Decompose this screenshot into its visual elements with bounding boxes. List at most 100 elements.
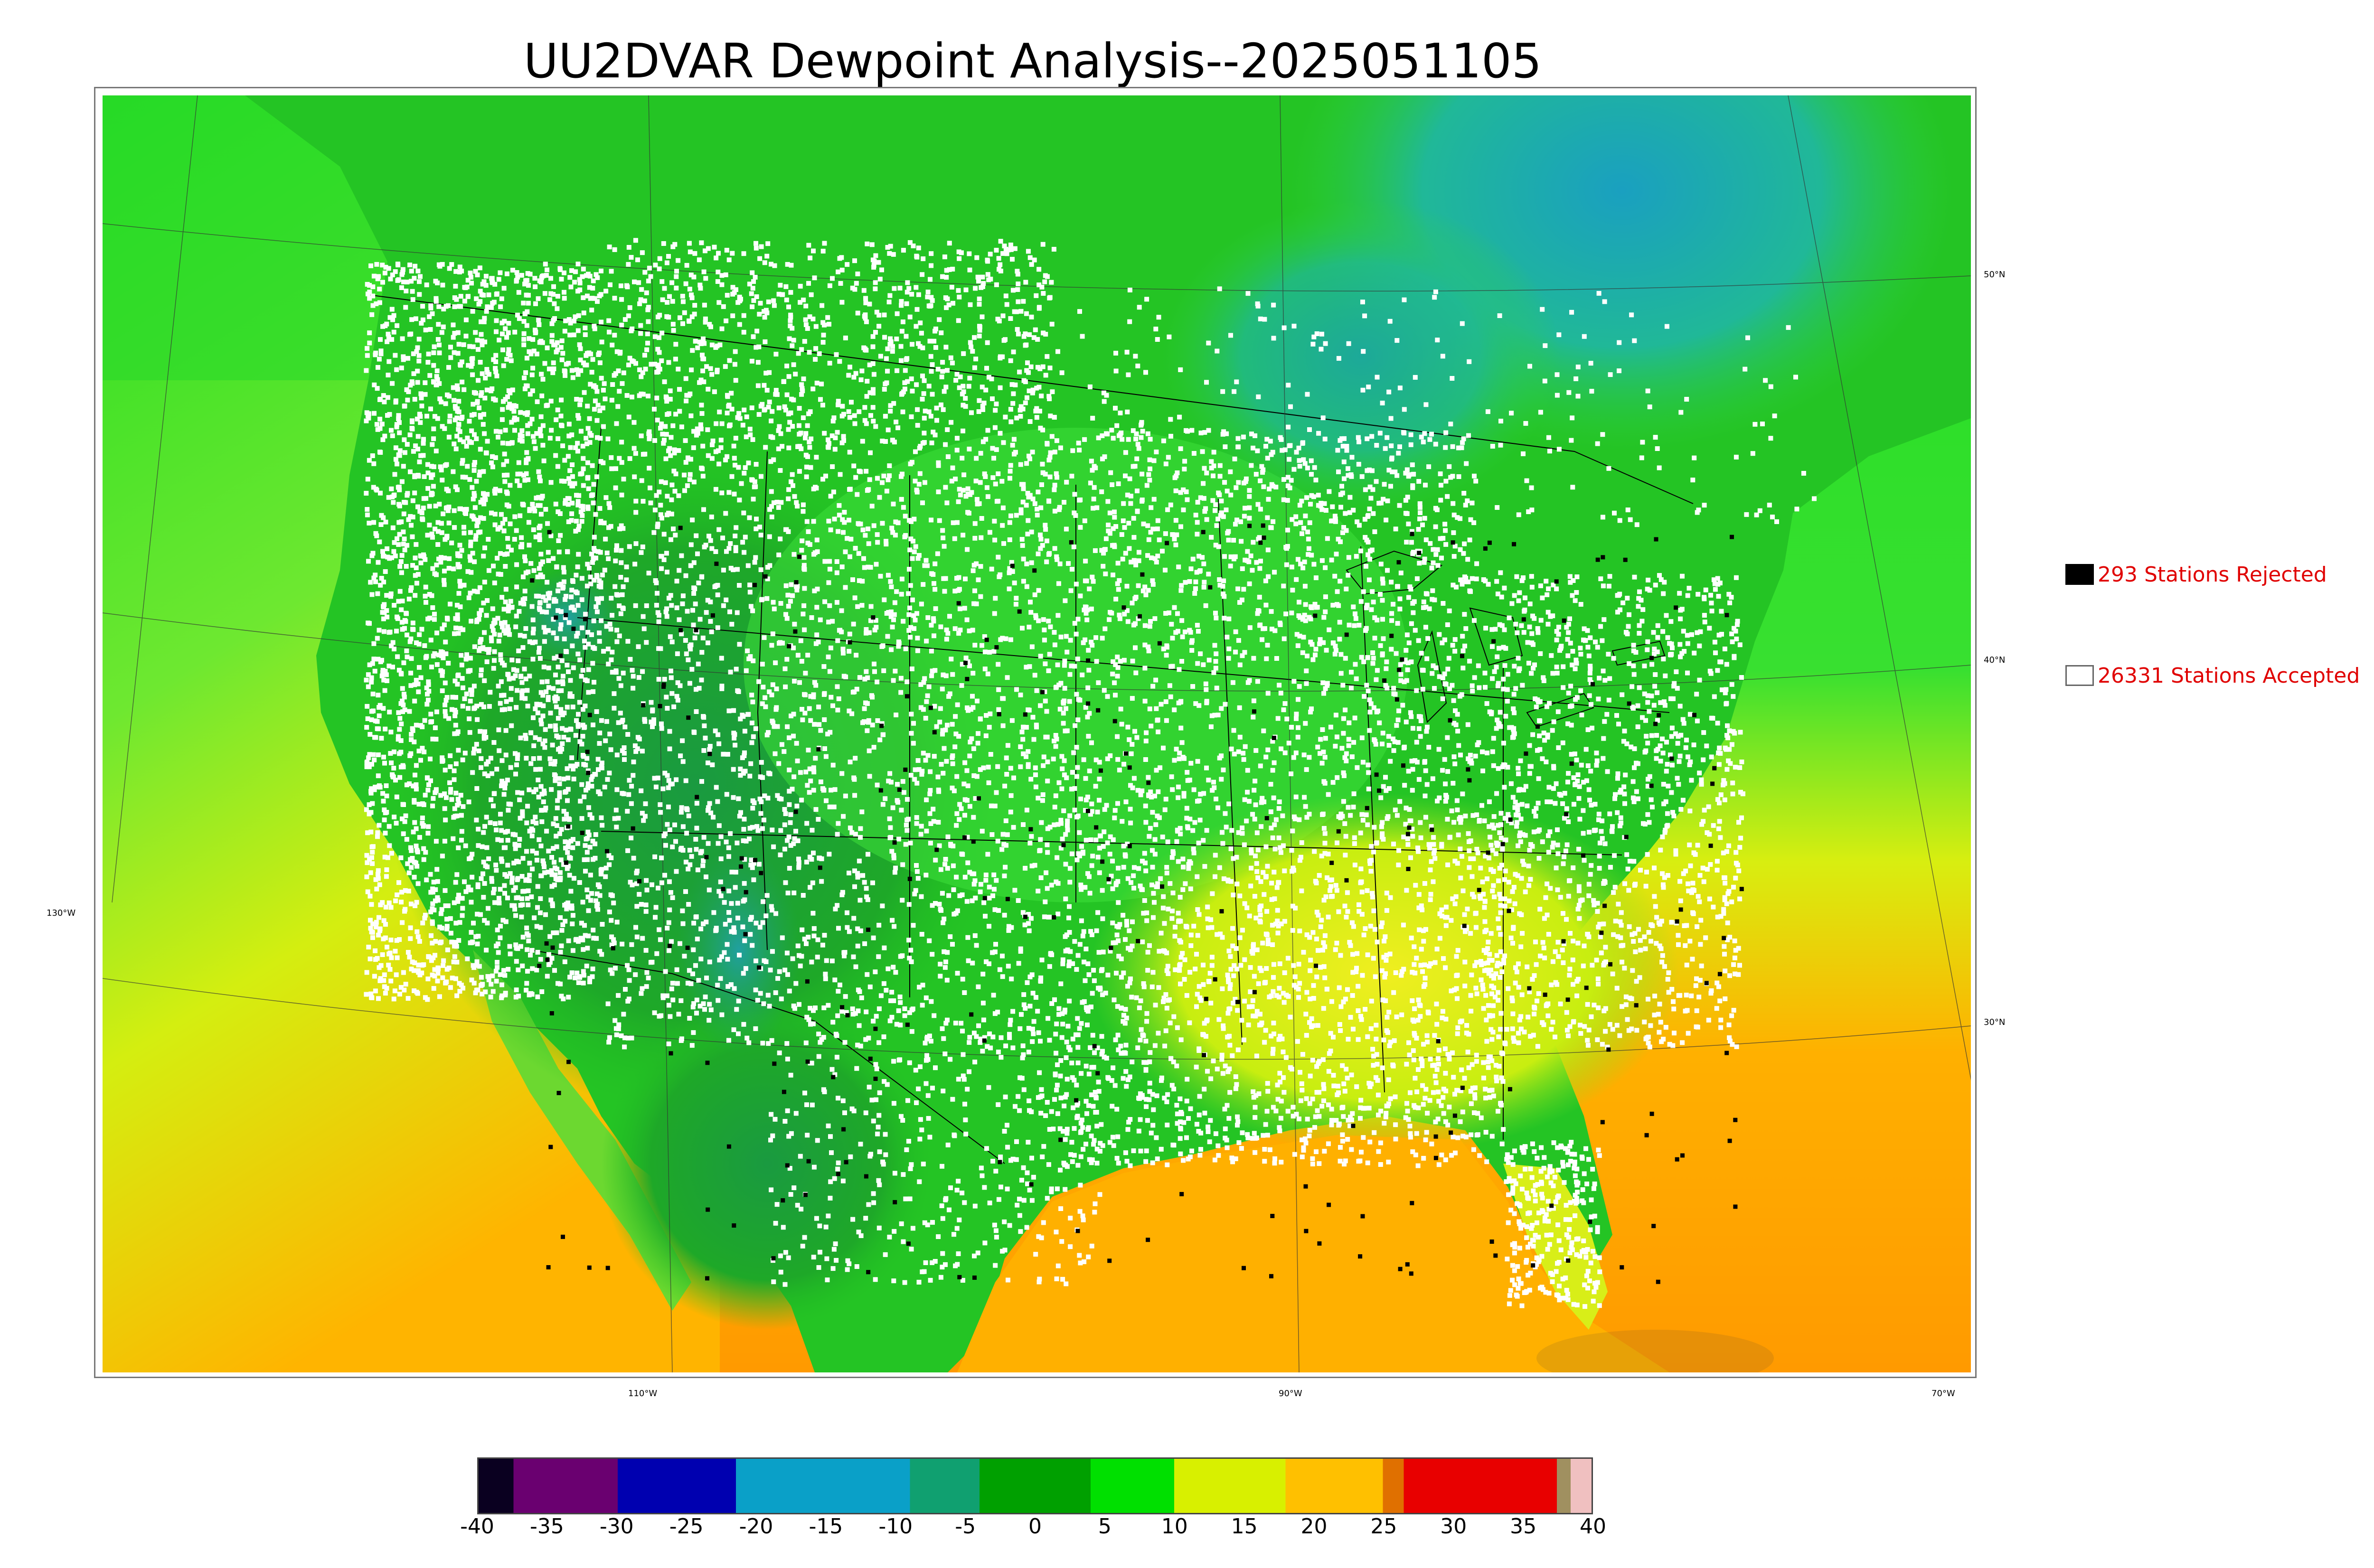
station-marker-accepted [376, 773, 381, 779]
station-marker-accepted [834, 559, 839, 564]
station-marker-accepted [956, 734, 961, 739]
station-marker-accepted [813, 346, 819, 351]
station-marker-accepted [622, 317, 628, 322]
station-marker-accepted [1033, 772, 1038, 778]
station-marker-accepted [606, 501, 612, 506]
station-marker-accepted [527, 873, 532, 878]
station-marker-accepted [540, 858, 546, 864]
station-marker-accepted [1024, 584, 1029, 589]
station-marker-accepted [459, 813, 464, 818]
station-marker-accepted [435, 377, 440, 382]
station-marker-accepted [396, 416, 401, 422]
station-marker-accepted [840, 650, 846, 656]
station-marker-accepted [857, 675, 862, 680]
station-marker-accepted [1008, 513, 1013, 518]
station-marker-accepted [430, 472, 435, 478]
station-marker-accepted [707, 747, 712, 752]
station-marker-accepted [585, 476, 590, 481]
station-marker-accepted [596, 352, 601, 357]
station-marker-accepted [900, 953, 905, 958]
station-marker-accepted [487, 647, 492, 652]
station-marker-accepted [732, 456, 737, 461]
station-marker-accepted [575, 630, 580, 636]
station-marker-accepted [641, 392, 646, 397]
station-marker-accepted [393, 398, 398, 404]
station-marker-accepted [368, 829, 374, 835]
station-marker-accepted [992, 425, 998, 430]
station-marker-accepted [735, 915, 740, 920]
station-marker-accepted [770, 631, 775, 637]
station-marker-accepted [915, 876, 921, 881]
station-marker-accepted [1048, 450, 1053, 455]
station-marker-accepted [717, 342, 723, 347]
station-marker-accepted [597, 948, 603, 954]
station-marker-accepted [593, 841, 598, 846]
station-marker-accepted [470, 852, 475, 857]
station-marker-accepted [1000, 505, 1006, 510]
station-marker-accepted [949, 657, 954, 662]
station-marker-accepted [544, 403, 549, 408]
station-marker-accepted [492, 620, 498, 625]
station-marker-accepted [399, 285, 404, 290]
station-marker-accepted [999, 1035, 1004, 1040]
station-marker-accepted [554, 564, 559, 570]
station-marker-accepted [863, 296, 868, 301]
station-marker-accepted [891, 617, 896, 622]
station-marker-accepted [452, 708, 457, 713]
station-marker-accepted [589, 632, 594, 637]
station-marker-accepted [420, 516, 425, 521]
station-marker-accepted [479, 332, 484, 337]
station-marker-accepted [1026, 518, 1031, 523]
station-marker-accepted [1008, 809, 1013, 815]
station-marker-accepted [636, 644, 641, 649]
station-marker-accepted [417, 509, 423, 514]
station-marker-accepted [504, 459, 509, 464]
station-marker-accepted [829, 958, 835, 964]
station-marker-accepted [647, 433, 652, 439]
station-marker-accepted [596, 583, 602, 589]
station-marker-accepted [494, 767, 499, 772]
station-marker-accepted [896, 644, 901, 649]
station-marker-accepted [536, 795, 541, 799]
accepted-stations [364, 238, 1817, 1309]
station-marker-accepted [471, 516, 477, 522]
station-marker-accepted [744, 838, 749, 844]
station-marker-accepted [558, 267, 563, 272]
station-marker-accepted [563, 839, 568, 845]
station-marker-accepted [945, 368, 950, 373]
station-marker-accepted [521, 331, 527, 336]
station-marker-accepted [504, 502, 509, 507]
station-marker-accepted [468, 591, 473, 596]
station-marker-accepted [485, 492, 490, 497]
station-marker-accepted [1041, 291, 1046, 296]
station-marker-accepted [888, 835, 894, 840]
station-marker-accepted [786, 374, 791, 379]
station-marker-accepted [730, 285, 735, 290]
station-marker-accepted [788, 820, 793, 825]
station-marker-accepted [460, 896, 465, 901]
station-marker-accepted [939, 762, 944, 767]
station-marker-accepted [610, 382, 615, 387]
station-marker-accepted [922, 676, 927, 681]
station-marker-accepted [381, 798, 386, 804]
station-marker-accepted [872, 661, 876, 667]
station-marker-accepted [872, 669, 877, 674]
station-marker-accepted [561, 565, 566, 570]
station-marker-accepted [715, 625, 720, 630]
station-marker-accepted [683, 859, 688, 864]
station-marker-accepted [789, 396, 794, 402]
station-marker-accepted [940, 728, 945, 733]
station-marker-accepted [505, 895, 510, 901]
station-marker-accepted [772, 303, 777, 308]
station-marker-accepted [1031, 737, 1036, 742]
station-marker-accepted [448, 930, 453, 936]
station-marker-accepted [567, 468, 573, 473]
station-marker-accepted [727, 609, 732, 614]
station-marker-accepted [878, 993, 884, 998]
station-marker-accepted [849, 400, 854, 405]
station-marker-accepted [452, 954, 457, 959]
station-marker-accepted [692, 303, 697, 308]
station-marker-accepted [858, 377, 864, 382]
station-marker-accepted [593, 898, 598, 903]
station-marker-accepted [877, 495, 882, 500]
